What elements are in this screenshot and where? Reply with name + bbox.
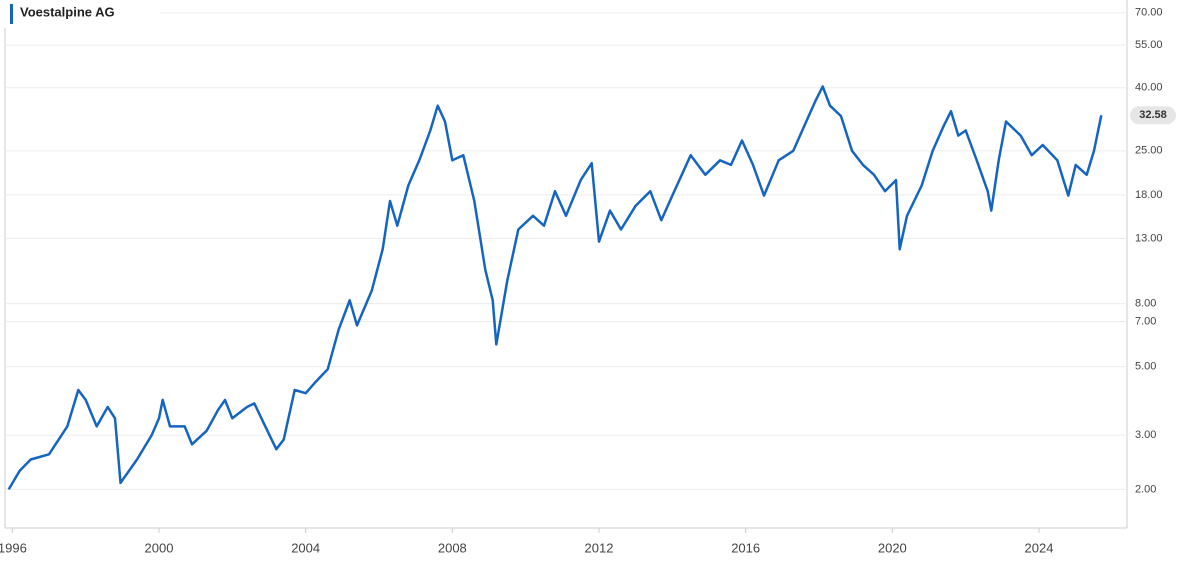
x-tick-label: 2024 [1025, 540, 1054, 555]
y-tick-label: 8.00 [1135, 297, 1156, 309]
last-value-label: 32.58 [1139, 109, 1167, 121]
legend-swatch [10, 4, 13, 24]
y-tick-label: 7.00 [1135, 315, 1156, 327]
y-tick-label: 40.00 [1135, 82, 1163, 94]
y-tick-label: 18.00 [1135, 189, 1163, 201]
x-tick-label: 2012 [585, 540, 614, 555]
x-tick-label: 2000 [145, 540, 174, 555]
y-tick-label: 25.00 [1135, 145, 1163, 157]
x-tick-label: 2020 [878, 540, 907, 555]
x-tick-label: 1996 [0, 540, 27, 555]
legend-label: Voestalpine AG [20, 4, 115, 19]
y-tick-label: 5.00 [1135, 360, 1156, 372]
y-tick-label: 13.00 [1135, 232, 1163, 244]
y-tick-label: 3.00 [1135, 429, 1156, 441]
last-value-box [1130, 106, 1176, 125]
y-tick-label: 2.00 [1135, 483, 1156, 495]
y-tick-label: 70.00 [1135, 7, 1163, 19]
x-tick-label: 2004 [291, 540, 320, 555]
y-tick-label: 55.00 [1135, 39, 1163, 51]
x-tick-label: 2008 [438, 540, 467, 555]
x-tick-label: 2016 [731, 540, 760, 555]
legend-box [4, 0, 160, 28]
plot [5, 12, 1127, 491]
price-line [7, 85, 1103, 491]
